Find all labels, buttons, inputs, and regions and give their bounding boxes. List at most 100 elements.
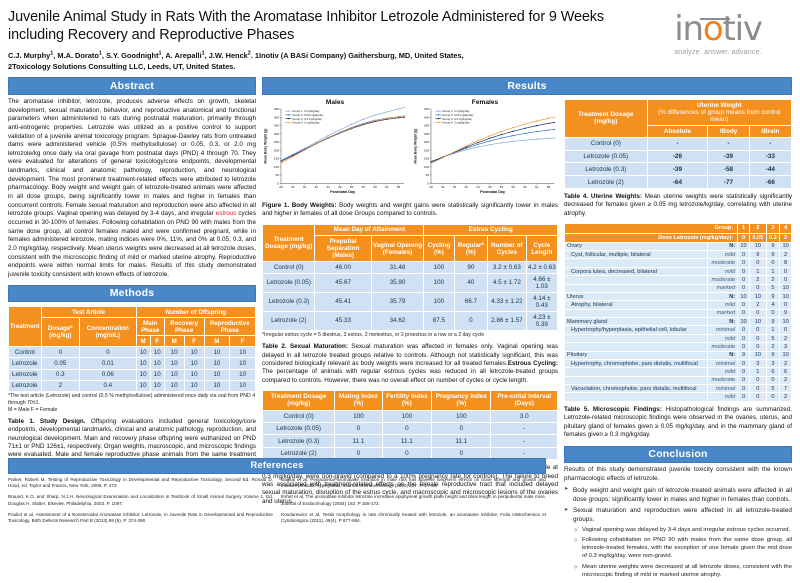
cell-group-1: 0 bbox=[737, 300, 750, 310]
repro-table-head: Treatment Dosage (mg/kg) Mating Index (%… bbox=[261, 390, 558, 411]
cell-group-2: 1 bbox=[748, 367, 767, 377]
column-left: Abstract The aromatase inhibitor, letroz… bbox=[8, 77, 256, 582]
uterine-table-head: Treatment Dosage (mg/kg) Uterine Weight(… bbox=[564, 98, 793, 138]
cell-main-f: 10 bbox=[149, 346, 165, 359]
figure-1-caption: Figure 1. Body Weights: Body weights and… bbox=[262, 202, 558, 219]
cell-group-4: 6 bbox=[779, 367, 792, 377]
svg-text:200: 200 bbox=[424, 148, 429, 152]
cell-treatment: Control (0) bbox=[564, 136, 648, 151]
section-header-references: References bbox=[8, 457, 546, 475]
svg-text:56: 56 bbox=[361, 185, 365, 189]
cell-treatment: Letrozole (2) bbox=[564, 175, 648, 189]
svg-text:450: 450 bbox=[424, 107, 429, 111]
th-uw-uterine-weight: Uterine Weight (% differences of group me… bbox=[646, 98, 793, 126]
cell-rep-m: 10 bbox=[203, 346, 231, 359]
table-row: Mammary gland N: 10 10 9 10 bbox=[564, 317, 792, 327]
cell-group-3: 3 bbox=[765, 358, 781, 369]
th-main-m: M bbox=[135, 335, 151, 348]
cell-absolute: -26 bbox=[646, 149, 709, 164]
cell-absolute: -64 bbox=[646, 175, 709, 189]
th-number-offspring: Number of Offspring bbox=[135, 306, 257, 319]
cell-brain: -44 bbox=[748, 162, 793, 177]
svg-text:150: 150 bbox=[274, 157, 279, 161]
cell-group-1: 9 bbox=[737, 350, 750, 360]
cell-group-4: 2 bbox=[779, 333, 792, 344]
th-uw-treatment: Treatment Dosage (mg/kg) bbox=[564, 98, 648, 138]
column-right: Treatment Dosage (mg/kg) Uterine Weight(… bbox=[563, 98, 793, 583]
cell-length: 4.66 ± 1.03 bbox=[525, 272, 559, 293]
cell-group-3: 5 bbox=[765, 283, 781, 293]
cell-treatment: Letrozole (0.05) bbox=[261, 422, 336, 436]
table-header-row: Absolute /Body /Brain bbox=[565, 124, 793, 138]
th-mf-group-3: 3 bbox=[765, 223, 781, 234]
brand-logo: inotiv analyze. answer. advance. bbox=[644, 6, 792, 56]
cell-length: 4.14 ± 0.43 bbox=[525, 291, 559, 312]
cell-number: 2.86 ± 1.57 bbox=[487, 310, 527, 331]
cell-organ: Mammary gland bbox=[564, 317, 708, 327]
conclusion-bullet: Body weight and weight gain of letrozole… bbox=[564, 486, 792, 505]
cell-vaginal: 31.48 bbox=[370, 260, 425, 274]
th-sm-regular: Regular* (%) bbox=[453, 235, 489, 262]
table-row: Letrozole (0.05) 45.67 35.90 100 40 4.5 ± 1.7… bbox=[261, 272, 559, 293]
reference-entry: Kondarewicz et al, Testis morphology in … bbox=[281, 511, 546, 523]
table-2-caption-text-2: The percentage of animals with regular e… bbox=[262, 368, 558, 384]
cell-pregnancy: 0 bbox=[431, 422, 492, 436]
cell-body: - bbox=[707, 136, 750, 151]
poster-columns: Abstract The aromatase inhibitor, letroz… bbox=[8, 77, 793, 583]
svg-text:52: 52 bbox=[350, 185, 354, 189]
conclusion-bullet-list: Body weight and weight gain of letrozole… bbox=[564, 486, 792, 580]
svg-text:40: 40 bbox=[464, 185, 468, 189]
table-row: Letrozole (0.05) 0 0 0- bbox=[261, 422, 558, 436]
cell-main-m: 10 bbox=[135, 379, 151, 392]
svg-text:56: 56 bbox=[511, 185, 515, 189]
cell-group-4: 0 bbox=[779, 275, 792, 285]
cell-preputial: 45.67 bbox=[314, 272, 372, 293]
cell-cycling: 100 bbox=[423, 291, 455, 312]
cell-rec-f: 10 bbox=[183, 346, 205, 359]
th-rp-treatment: Treatment Dosage (mg/kg) bbox=[261, 390, 336, 411]
table-header-row: Treatment Dosage (mg/kg) Mating Index (%… bbox=[261, 390, 558, 411]
svg-text:36: 36 bbox=[303, 185, 307, 189]
results-inner-columns: Males 0 50 100 150 200 250 300 350 400 450 28 32 36 4… bbox=[261, 98, 793, 583]
cell-rec-f: 10 bbox=[183, 379, 205, 392]
cell-organ: Pituitary bbox=[564, 350, 708, 360]
cell-dosage: 0.3 bbox=[40, 368, 81, 381]
svg-text:48: 48 bbox=[488, 185, 492, 189]
cell-regular: 40 bbox=[453, 272, 489, 293]
cell-treatment: Control (0) bbox=[261, 409, 336, 424]
table-row: Hypertrophy, chromophobe, pars distalis,… bbox=[564, 358, 792, 369]
table-row: Letrozole 0.3 0.06 10 10 10 10 10 10 bbox=[8, 368, 256, 381]
th-reproductive-phase: Reproductive Phase bbox=[203, 317, 257, 337]
cell-finding bbox=[564, 333, 708, 344]
references-column-right: Bagsai et al, Peripubertal aromatase inh… bbox=[281, 477, 546, 529]
cell-preputial: 46.00 bbox=[314, 260, 372, 274]
cell-group-2: 1 bbox=[748, 266, 767, 277]
cell-group-2: 0 bbox=[748, 308, 767, 319]
cell-group-4: 2 bbox=[779, 375, 792, 386]
th-sm-estrus: Estrus Cycling bbox=[423, 223, 558, 237]
table-2-caption-label: Table 2. Sexual Maturation: bbox=[262, 343, 348, 351]
figure-1-charts: Males 0 50 100 150 200 250 300 350 400 450 28 32 36 4… bbox=[262, 99, 558, 201]
cell-group-4: 9 bbox=[779, 308, 792, 319]
methods-footnote-1: *The test article (Letrozole) and contro… bbox=[8, 393, 256, 407]
table-row: Letrozole (0.05) -26 -39 -33 bbox=[564, 149, 793, 164]
chart-females-title: Females bbox=[471, 98, 499, 106]
table-5-caption-text: Histopathological findings are summarize… bbox=[564, 405, 792, 439]
cell-severity-grade: moderate bbox=[706, 275, 739, 285]
cell-main-m: 10 bbox=[135, 346, 151, 359]
cell-fertility: 11.1 bbox=[381, 434, 433, 448]
cell-rec-m: 10 bbox=[163, 368, 185, 381]
cell-precoital: 3.0 bbox=[490, 409, 558, 424]
cell-pregnancy: 0 bbox=[431, 446, 492, 461]
svg-text:64: 64 bbox=[385, 185, 389, 189]
table-5-caption-label: Table 5. Microscopic Findings: bbox=[564, 405, 662, 413]
cell-pregnancy: 11.1 bbox=[431, 434, 492, 448]
cell-treatment: Letrozole (2) bbox=[261, 310, 316, 331]
cell-pregnancy: 100 bbox=[431, 409, 492, 424]
table-header-row: Dosage* (mg/kg) Concentration (mg/mL) Ma… bbox=[9, 317, 257, 348]
cell-rec-m: 10 bbox=[163, 357, 185, 370]
cell-group-4: 10 bbox=[779, 291, 792, 302]
cell-group-1: 0 bbox=[737, 333, 750, 344]
logo-wordmark: inotiv bbox=[674, 12, 763, 46]
cell-group-1: 0 bbox=[737, 250, 750, 260]
